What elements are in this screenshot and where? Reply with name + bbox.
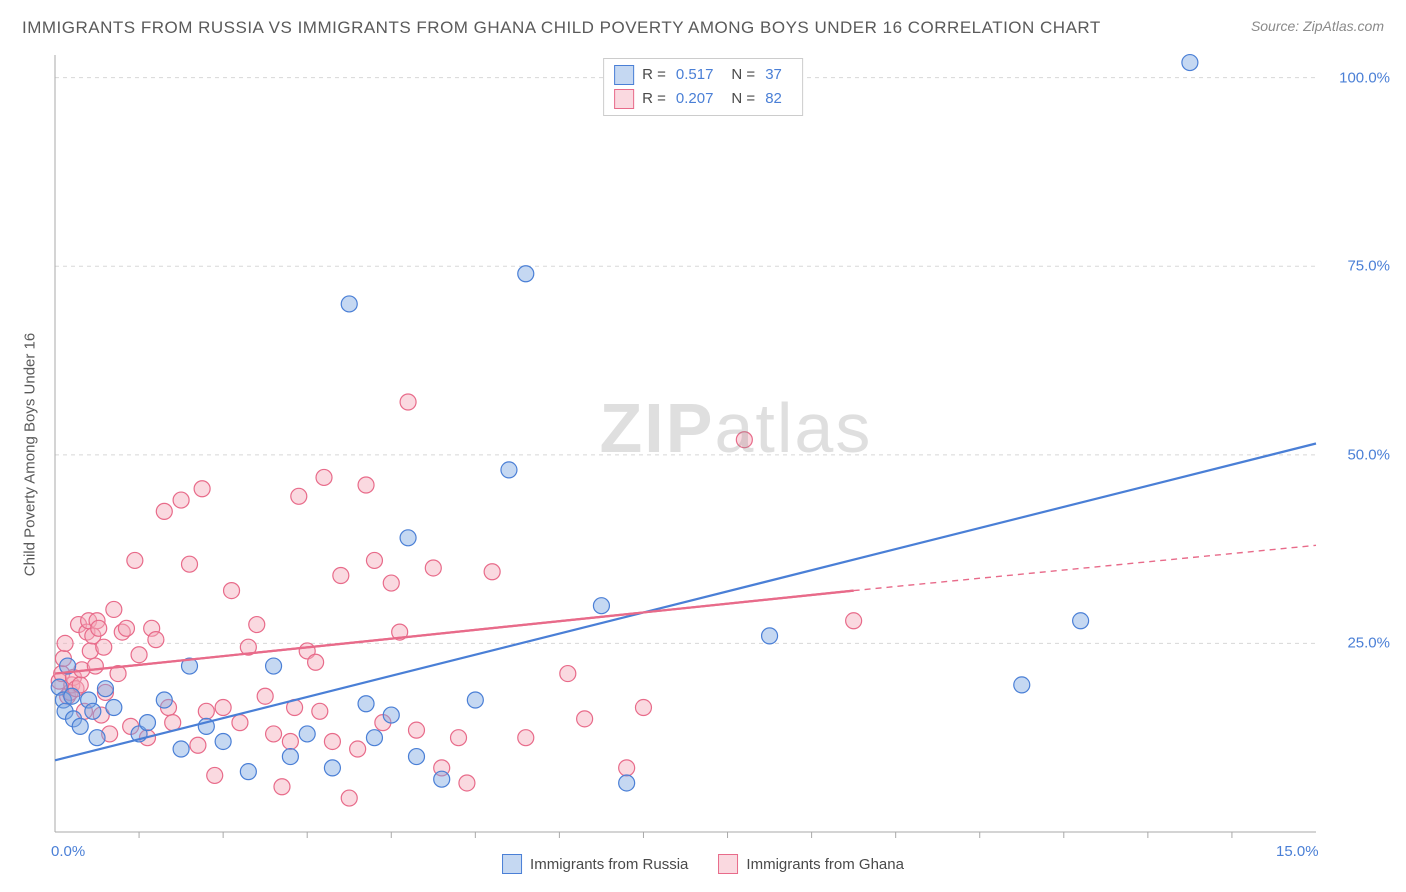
chart-plot-area: ZIPatlas 25.0%50.0%75.0%100.0%0.0%15.0% [55, 55, 1316, 832]
legend-swatch-icon [718, 854, 738, 874]
legend-swatch-icon [502, 854, 522, 874]
n-label: N = [731, 63, 755, 87]
scatter-chart-svg [55, 55, 1316, 832]
legend-swatch-icon [614, 89, 634, 109]
x-tick-label: 15.0% [1276, 843, 1319, 860]
x-tick-label: 0.0% [51, 843, 85, 860]
chart-title: IMMIGRANTS FROM RUSSIA VS IMMIGRANTS FRO… [22, 18, 1101, 38]
legend-row: R = 0.207 N = 82 [614, 87, 792, 111]
y-tick-label: 25.0% [1347, 635, 1390, 652]
y-tick-label: 75.0% [1347, 258, 1390, 275]
legend-row: R = 0.517 N = 37 [614, 63, 792, 87]
y-axis-label: Child Poverty Among Boys Under 16 [22, 333, 39, 576]
correlation-legend: R = 0.517 N = 37 R = 0.207 N = 82 [603, 58, 803, 116]
legend-label: Immigrants from Ghana [746, 856, 904, 873]
r-label: R = [642, 63, 666, 87]
y-tick-label: 50.0% [1347, 446, 1390, 463]
n-value: 37 [765, 63, 782, 87]
y-tick-label: 100.0% [1339, 69, 1390, 86]
r-label: R = [642, 87, 666, 111]
r-value: 0.207 [676, 87, 714, 111]
legend-item: Immigrants from Ghana [718, 854, 904, 874]
source-attribution: Source: ZipAtlas.com [1251, 18, 1384, 34]
legend-swatch-icon [614, 65, 634, 85]
n-label: N = [731, 87, 755, 111]
n-value: 82 [765, 87, 782, 111]
r-value: 0.517 [676, 63, 714, 87]
legend-label: Immigrants from Russia [530, 856, 688, 873]
series-legend: Immigrants from Russia Immigrants from G… [502, 854, 904, 874]
legend-item: Immigrants from Russia [502, 854, 688, 874]
